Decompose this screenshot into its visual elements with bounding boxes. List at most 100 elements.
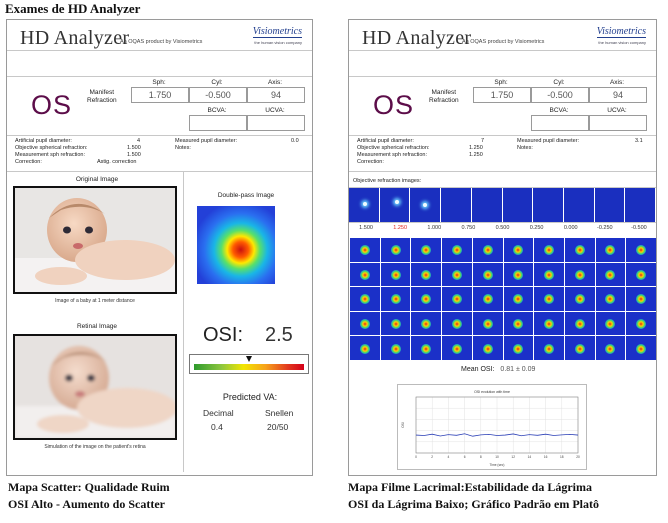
refraction-step-label: 0.250 (529, 225, 544, 231)
cyl-field[interactable]: -0.500 (531, 87, 589, 103)
measurement-sph-label: Measurement sph refraction: (15, 152, 86, 158)
tear-film-frame (380, 311, 411, 336)
x-tick-label: 20 (576, 455, 580, 459)
sph-field[interactable]: 1.750 (473, 87, 531, 103)
tear-film-spot (574, 245, 585, 256)
tear-film-spot (390, 294, 401, 305)
refraction-image-cell (563, 188, 595, 222)
tear-film-spot (544, 319, 555, 330)
objective-sph-label: Objective spherical refraction: (357, 145, 430, 151)
axis-label: Axis: (609, 79, 625, 86)
product-tagline: An OQAS product by Visiometrics (462, 39, 545, 45)
brand-subtitle: the human vision company (254, 40, 302, 45)
tear-film-frame (626, 287, 656, 311)
tear-film-frame (442, 311, 472, 336)
x-tick-label: 12 (511, 455, 515, 459)
tear-film-frame (534, 287, 564, 311)
artificial-pupil-value: 7 (481, 138, 485, 144)
tear-film-frame (411, 287, 442, 311)
tear-film-frame (595, 287, 626, 311)
tear-film-frame (411, 311, 442, 336)
chart-title: OSI evolution with time (474, 390, 510, 394)
tear-film-spot (574, 343, 585, 354)
tear-film-spot (544, 245, 555, 256)
tear-film-spot (359, 294, 370, 305)
report-header: HD Analyzer An OQAS product by Visiometr… (7, 20, 312, 51)
scatter-caption-line2: OSI Alto - Aumento do Scatter (8, 497, 165, 511)
ucva-field[interactable] (247, 115, 305, 131)
tear-film-spot (421, 294, 432, 305)
cyl-label: Cyl: (211, 79, 223, 86)
mean-osi: Mean OSI: 0.81 ± 0.09 (461, 366, 535, 373)
double-pass-title: Double-pass Image (217, 192, 275, 199)
ucva-field[interactable] (589, 115, 647, 131)
osi-value: 2.5 (265, 324, 293, 346)
bcva-label: BCVA: (549, 107, 569, 114)
osi-evolution-chart: OSI evolution with time 0 2 4 6 8 10 12 14 16 18 20… (397, 384, 587, 470)
bcva-field[interactable] (189, 115, 247, 131)
tear-film-spot (636, 319, 647, 330)
axis-field[interactable]: 94 (247, 87, 305, 103)
refraction-spot (363, 201, 368, 206)
measurement-parameters: Artificial pupil diameter: 4 Objective s… (7, 136, 312, 172)
product-tagline: An OQAS product by Visiometrics (120, 39, 203, 45)
correction-label: Correction: (357, 159, 384, 165)
image-analysis-section: Original Image Image of a baby at 1 mete… (7, 172, 312, 472)
tear-film-frame (411, 238, 442, 262)
brand-logo: Visiometrics (596, 26, 646, 38)
manifest-refraction-label: Manifest Refraction (87, 89, 117, 105)
tear-film-frame (626, 262, 656, 287)
tear-film-frame (350, 336, 380, 360)
tear-film-caption-line1: Mapa Filme Lacrimal:Estabilidade da Lágr… (348, 480, 592, 494)
artificial-pupil-value: 4 (137, 138, 141, 144)
measurement-sph-value: 1.500 (127, 152, 141, 158)
artificial-pupil-label: Artificial pupil diameter: (357, 138, 414, 144)
artificial-pupil-label: Artificial pupil diameter: (15, 138, 72, 144)
tear-film-frame (534, 311, 564, 336)
sph-field[interactable]: 1.750 (131, 87, 189, 103)
tear-film-frame (472, 336, 503, 360)
refraction-step-label: 0.500 (495, 225, 510, 231)
manifest-refraction-label: Manifest Refraction (429, 89, 459, 105)
measured-pupil-label: Measured pupil diameter: (175, 138, 238, 144)
scatter-caption: Mapa Scatter: Qualidade Ruim OSI Alto - … (8, 479, 170, 513)
tear-film-frame (380, 238, 411, 262)
refraction-image-cell (594, 188, 626, 222)
osi-evolution-plot: OSI evolution with time 0 2 4 6 8 10 12 14 16 18 20… (401, 390, 580, 467)
scatter-report: HD Analyzer An OQAS product by Visiometr… (6, 19, 313, 476)
tear-film-spot (359, 269, 370, 280)
tear-film-caption: Mapa Filme Lacrimal:Estabilidade da Lágr… (348, 479, 599, 513)
scatter-caption-line1: Mapa Scatter: Qualidade Ruim (8, 480, 170, 494)
tear-film-spot (574, 269, 585, 280)
plot-area (415, 396, 579, 454)
tear-film-frame (472, 287, 503, 311)
eye-label: OS (373, 90, 415, 120)
product-logo: HD Analyzer (20, 27, 130, 49)
objective-sph-value: 1.500 (127, 145, 141, 151)
report-header: HD Analyzer An OQAS product by Visiometr… (349, 20, 656, 51)
tear-film-spot (636, 294, 647, 305)
tear-film-spot (513, 269, 524, 280)
tear-film-caption-line2: OSI da Lágrima Baixo; Gráfico Padrão em … (348, 497, 599, 511)
tear-film-spot (451, 269, 462, 280)
tear-film-frame (380, 336, 411, 360)
sph-label: Sph: (494, 79, 508, 86)
measurement-parameters: Artificial pupil diameter: 7 Objective s… (349, 136, 656, 172)
refraction-image-cell (410, 188, 442, 222)
tear-film-frame (350, 262, 380, 287)
refraction-image-cell (502, 188, 534, 222)
page-title: Exames de HD Analyzer (5, 1, 141, 16)
cyl-field[interactable]: -0.500 (189, 87, 247, 103)
tear-film-spot (421, 245, 432, 256)
refraction-step-label: 0.000 (563, 225, 578, 231)
axis-field[interactable]: 94 (589, 87, 647, 103)
ucva-label: UCVA: (265, 107, 285, 114)
tear-film-spot (544, 269, 555, 280)
refraction-spot (423, 202, 428, 207)
bcva-field[interactable] (531, 115, 589, 131)
measurement-sph-label: Measurement sph refraction: (357, 152, 428, 158)
tear-film-spot (359, 319, 370, 330)
tear-film-frame (503, 262, 534, 287)
retinal-image-title: Retinal Image (76, 323, 118, 330)
tear-film-spot (451, 245, 462, 256)
